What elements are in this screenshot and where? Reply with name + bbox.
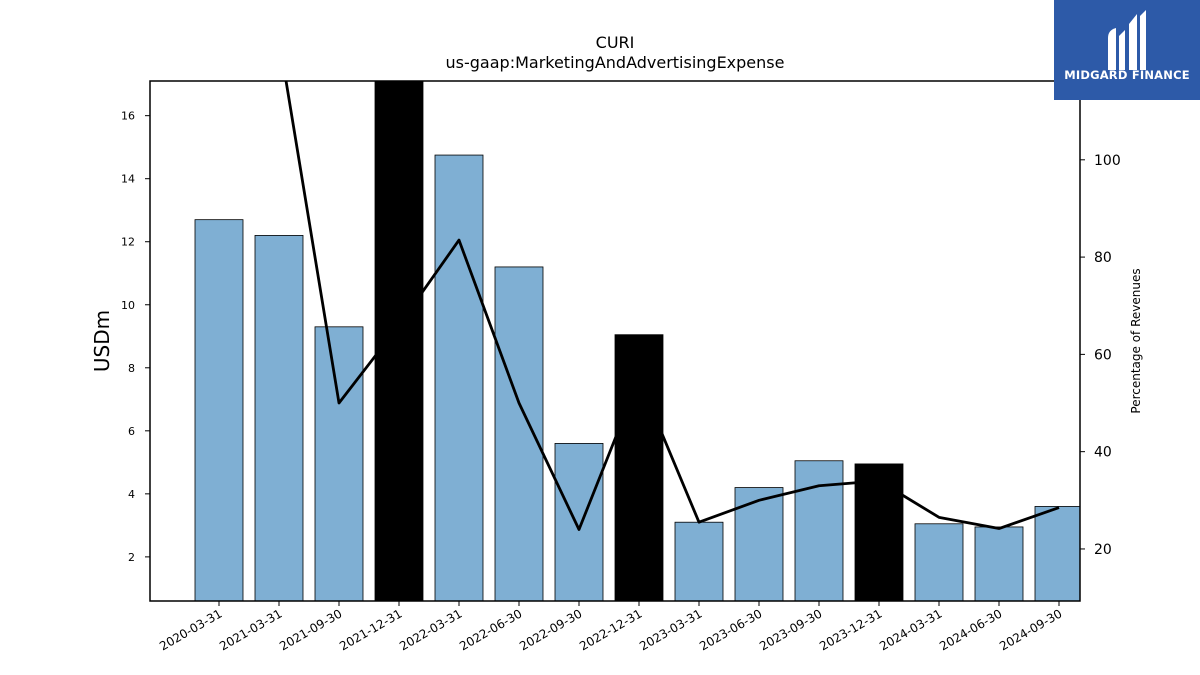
bar-2024-06-30 [974,526,1024,601]
y-tick-label: 4 [128,488,135,501]
bar-2021-03-31 [254,235,304,601]
y-tick-label: 2 [128,551,135,564]
y2-tick-label: 40 [1094,445,1112,461]
right-axis: 20 40 60 80 100 [1080,153,1121,558]
bar-2024-09-30 [1034,506,1080,601]
x-tick-label: 2022-03-31 [397,606,464,653]
bar-2022-12-31 [614,334,664,601]
x-tick-label: 2021-09-30 [277,606,344,653]
y2-tick-label: 20 [1094,542,1112,558]
x-tick-label: 2022-09-30 [517,606,584,653]
y2-tick-label: 100 [1094,153,1121,169]
bar-2023-06-30 [734,487,784,601]
bar-2021-12-31 [374,81,424,601]
midgard-logo-icon [1108,10,1146,70]
x-tick-label: 2022-06-30 [457,606,524,653]
y-tick-label: 12 [121,236,135,249]
x-tick-label: 2023-03-31 [637,606,704,653]
y2-tick-label: 80 [1094,250,1112,266]
y-tick-label: 6 [128,425,135,438]
x-tick-label: 2021-12-31 [337,606,404,653]
y-tick-label: 14 [121,173,135,186]
y-tick-label: 16 [121,110,135,123]
x-tick-label: 2023-12-31 [817,606,884,653]
x-tick-label: 2023-09-30 [757,606,824,653]
bar-2020-03-31 [194,219,244,601]
percentage-line-group [284,81,1060,531]
y-tick-label: 10 [121,299,135,312]
x-tick-label: 2024-09-30 [997,606,1064,653]
plot-frame [149,80,1081,602]
y2-tick-label: 60 [1094,347,1112,363]
logo-text: MIDGARD FINANCE [1064,68,1190,82]
midgard-finance-logo: MIDGARD FINANCE [1054,0,1200,100]
y2-axis-label: Percentage of Revenues [1129,268,1143,413]
x-tick-label: 2024-06-30 [937,606,1004,653]
x-axis: 2020-03-312021-03-312021-09-302021-12-31… [157,601,1065,653]
bar-2023-12-31 [854,463,904,601]
bar-2023-09-30 [794,460,844,601]
left-axis: 2 4 6 8 10 12 14 16 [121,110,150,564]
x-tick-label: 2024-03-31 [877,606,944,653]
bar-2022-03-31 [434,154,484,601]
x-tick-label: 2021-03-31 [217,606,284,653]
bar-2022-09-30 [554,443,604,601]
bar-2024-03-31 [914,523,964,601]
bar-2021-09-30 [314,326,364,601]
x-tick-label: 2022-12-31 [577,606,644,653]
chart-title: CURI [596,33,635,52]
percentage-line [284,81,1060,531]
y-tick-label: 8 [128,362,135,375]
x-tick-label: 2020-03-31 [157,606,224,653]
x-tick-label: 2023-06-30 [697,606,764,653]
bar-2023-03-31 [674,521,724,601]
chart-subtitle: us-gaap:MarketingAndAdvertisingExpense [446,53,785,72]
bar-2022-06-30 [494,266,544,601]
y-axis-label: USDm [90,310,114,372]
